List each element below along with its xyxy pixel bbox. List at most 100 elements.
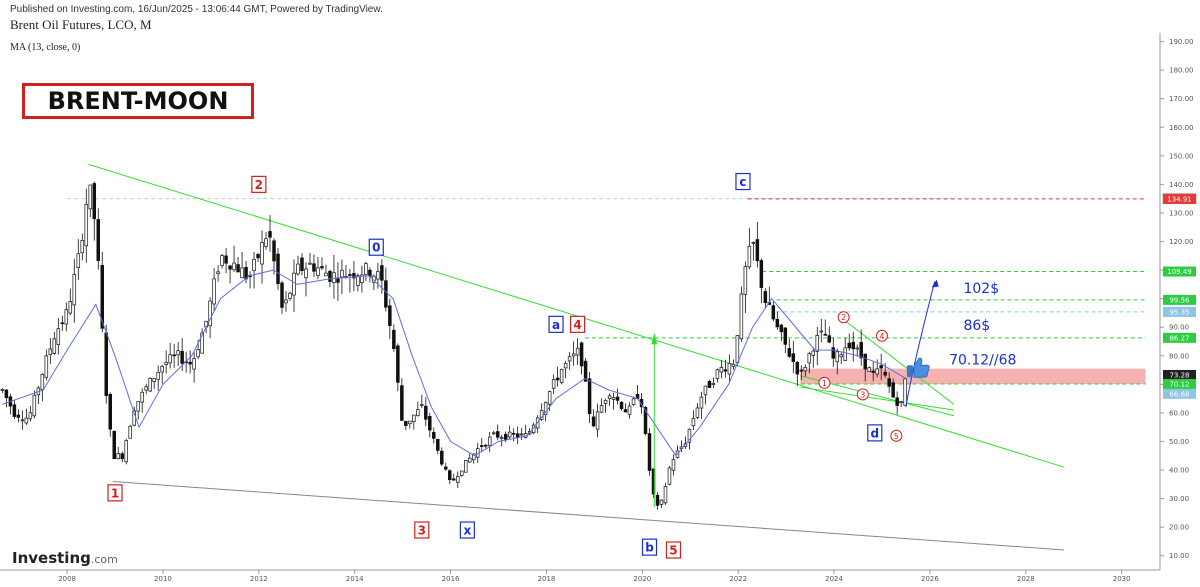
candle-body [468, 457, 472, 463]
candle-body [851, 341, 855, 350]
candle-body [807, 353, 812, 364]
candle-body [92, 183, 97, 220]
wave-box-label: c [739, 175, 746, 189]
candle-body [479, 445, 484, 447]
candle-body [519, 433, 524, 436]
candle-body [256, 254, 260, 259]
candle-body [456, 476, 460, 483]
target-label: 86$ [963, 318, 990, 334]
candle-body [388, 305, 392, 326]
candle-body [68, 301, 73, 314]
wave-box [735, 172, 751, 191]
price-tag [1163, 369, 1196, 380]
trendline [845, 321, 955, 405]
brand-label: BRENT-MOON [47, 87, 229, 115]
candle-body [783, 327, 788, 345]
candle-body [887, 378, 891, 387]
candle-body [60, 322, 65, 325]
candle-body [120, 453, 124, 459]
candle-body [495, 431, 500, 438]
candle-body [236, 264, 240, 273]
candle-body [212, 278, 216, 305]
candle-body [667, 467, 672, 485]
wave-circle-label: 5 [894, 432, 899, 441]
investing-logo: Investing.com [12, 549, 118, 567]
candle-body [663, 485, 668, 504]
brand-label-box: BRENT-MOON [22, 83, 254, 119]
candle-body [412, 414, 416, 422]
candle-body [863, 353, 867, 370]
candle-body [575, 347, 580, 356]
target-label: 102$ [963, 281, 999, 297]
candle-body [124, 440, 128, 463]
candle-body [823, 333, 828, 336]
wave-circle-label: 4 [879, 332, 884, 341]
candle-body [56, 328, 61, 345]
wave-box [548, 315, 564, 333]
candle-body [28, 412, 33, 420]
candle-body [280, 282, 284, 308]
wave-box [459, 521, 475, 539]
candle-body [859, 342, 863, 359]
x-tick-label: 2022 [729, 575, 747, 583]
candle-body [831, 347, 835, 359]
y-tick-label: 30.00 [1169, 495, 1189, 503]
candle-body [140, 391, 144, 403]
x-tick-label: 2016 [442, 575, 460, 583]
candle-body [603, 399, 608, 404]
wave-box [665, 541, 682, 559]
wave-box-label: 3 [418, 524, 426, 538]
logo-suffix: .com [90, 553, 118, 566]
candle-body [240, 267, 244, 279]
wave-circle [856, 388, 869, 401]
price-tag-label: 70.12 [1169, 380, 1189, 388]
candle-body [711, 382, 716, 385]
candle-body [611, 397, 616, 400]
candle-body [571, 353, 576, 357]
candle-body [727, 363, 732, 375]
candle-body [795, 361, 800, 375]
candle-body [871, 370, 875, 373]
wave-circle-label: 1 [822, 379, 827, 388]
x-tick-label: 2026 [921, 575, 939, 583]
candle-body [424, 405, 428, 420]
candle-body [551, 379, 556, 389]
candle-body [376, 271, 380, 280]
y-tick-label: 130.00 [1169, 209, 1194, 217]
candle-body [444, 466, 448, 470]
candle-body [867, 367, 871, 372]
candle-body [380, 265, 384, 281]
candle-body [464, 459, 468, 473]
candle-body [144, 386, 148, 391]
candle-body [332, 272, 336, 283]
price-tag-label: 73.28 [1169, 371, 1189, 379]
candle-body [507, 431, 512, 438]
candle-body [180, 350, 184, 364]
candle-body [392, 329, 396, 350]
candle-body [671, 459, 676, 471]
candle-body [567, 356, 572, 362]
wave-box-label: d [870, 426, 879, 440]
candle-body [791, 353, 796, 362]
ma-line [2, 269, 907, 457]
candle-body [899, 401, 903, 403]
candle-body [396, 345, 400, 383]
candle-body [631, 398, 636, 405]
candle-body [699, 396, 704, 409]
candle-body [152, 378, 156, 382]
candle-body [811, 350, 816, 356]
candle-body [272, 240, 276, 262]
candle-body [895, 397, 899, 406]
candle-body [300, 257, 304, 271]
candle-body [559, 369, 564, 383]
candle-body [308, 262, 312, 265]
candle-body [452, 478, 456, 481]
candle-body [292, 272, 296, 296]
candle-body [779, 324, 784, 333]
candle-body [440, 450, 444, 465]
x-tick-label: 2020 [633, 575, 651, 583]
candle-body [747, 245, 752, 268]
x-tick-label: 2028 [1017, 575, 1035, 583]
candle-body [503, 433, 508, 440]
